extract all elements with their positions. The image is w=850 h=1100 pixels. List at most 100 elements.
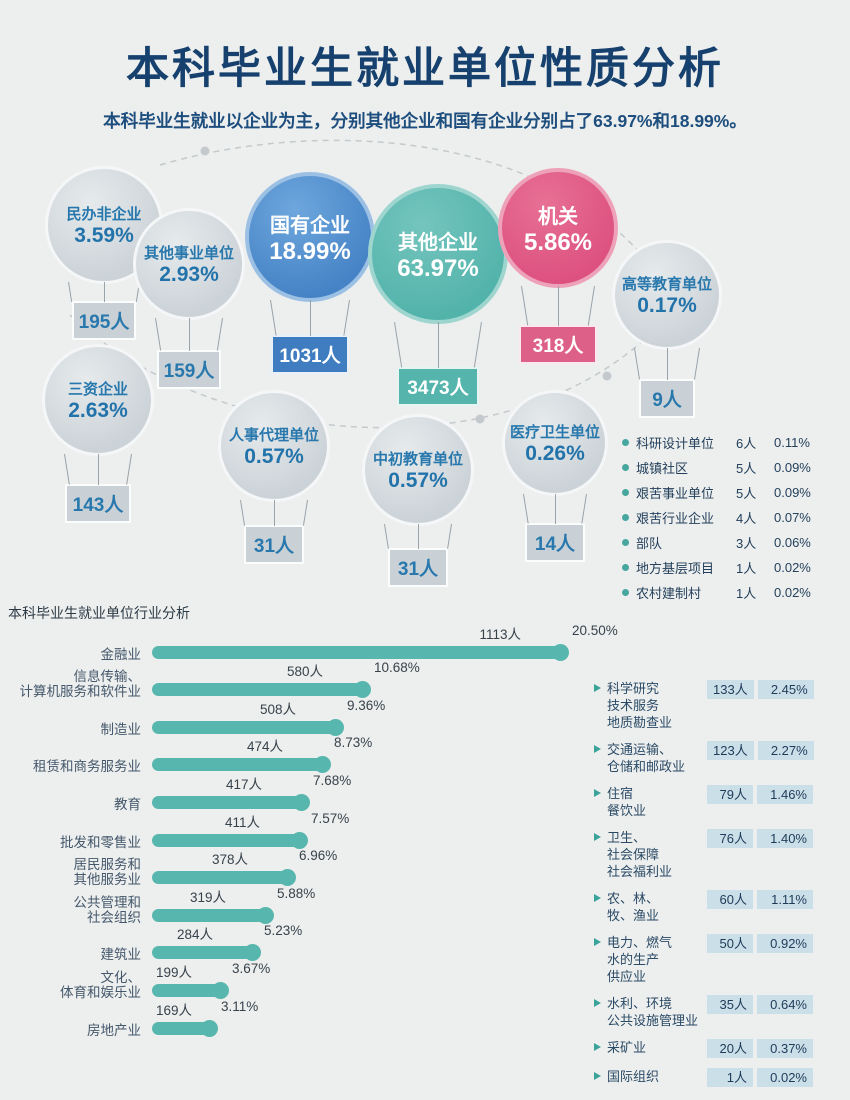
legend-percent: 0.06% — [774, 535, 811, 550]
industry-values: 79人 1.46% — [707, 785, 813, 804]
balloon-label: 民办非企业 — [66, 205, 142, 223]
balloon-1: 民办非企业 3.59% 195人 — [45, 166, 163, 340]
industry-values: 169人 3.11% — [152, 999, 258, 1019]
industry-values: 319人 5.88% — [152, 886, 315, 906]
balloon-strings — [64, 281, 144, 302]
industry-percent: 0.37% — [757, 1039, 813, 1058]
balloon-6: 高等教育单位 0.17% 9人 — [612, 240, 722, 418]
page-subtitle: 本科毕业生就业以企业为主，分别其他企业和国有企业分别占了63.97%和18.99… — [103, 111, 747, 131]
industry-label: 批发和零售业 — [60, 834, 141, 850]
industry-bar — [152, 681, 371, 699]
industry-row: 房地产业 169人 3.11% — [8, 999, 608, 1040]
balloon-percent: 0.17% — [637, 293, 697, 317]
bullet-icon — [622, 439, 629, 446]
industry-label: 住宿 餐饮业 — [607, 786, 647, 818]
legend-count: 5人 — [736, 486, 757, 501]
industry-values: 60人 1.11% — [707, 890, 813, 909]
industry-bar-area: 580人 10.68% — [152, 660, 608, 702]
industry-right-item: 农、林、 牧、渔业 60人 1.11% — [594, 890, 834, 924]
balloon-basket: 31人 — [388, 548, 448, 587]
industry-values: 411人 7.57% — [152, 811, 349, 831]
balloon-envelope: 中初教育单位 0.57% — [362, 414, 474, 526]
balloon-basket: 318人 — [519, 325, 597, 364]
balloon-envelope: 三资企业 2.63% — [42, 344, 154, 456]
industry-label: 信息传输、 计算机服务和软件业 — [19, 669, 142, 700]
industry-right-list: 科学研究 技术服务 地质勘查业 133人 2.45% 交通运输、 仓储和邮政业 123… — [594, 680, 834, 1097]
industry-bar — [152, 718, 344, 736]
balloon-label: 高等教育单位 — [621, 275, 712, 293]
industry-row: 教育 417人 7.68% — [8, 773, 608, 814]
balloon-strings — [236, 499, 312, 526]
industry-row: 金融业 1113人 20.50% — [8, 623, 618, 664]
industry-values: 50人 0.92% — [707, 934, 813, 953]
legend-count: 1人 — [736, 561, 757, 576]
balloon-3: 国有企业 18.99% 1031人 — [245, 172, 375, 374]
balloon-percent: 3.59% — [74, 223, 134, 247]
legend-percent: 0.02% — [774, 585, 811, 600]
industry-values: 76人 1.40% — [707, 829, 813, 848]
balloon-envelope: 高等教育单位 0.17% — [612, 240, 722, 350]
industry-percent: 7.57% — [311, 810, 350, 826]
industry-values: 123人 2.27% — [707, 741, 814, 760]
industry-bar-area: 417人 7.68% — [152, 773, 608, 814]
industry-percent: 6.96% — [299, 848, 338, 864]
balloon-envelope: 国有企业 18.99% — [245, 172, 375, 302]
legend-item: 艰苦行业企业 4人 0.07% — [622, 505, 826, 530]
industry-percent: 8.73% — [334, 735, 373, 751]
industry-values: 508人 9.36% — [152, 698, 385, 718]
legend-percent: 0.11% — [774, 435, 810, 450]
balloon-basket: 143人 — [65, 484, 131, 523]
industry-percent: 5.23% — [264, 923, 303, 939]
bullet-icon — [622, 464, 629, 471]
industry-count: 169人 — [155, 1002, 192, 1018]
balloon-strings — [60, 453, 136, 485]
legend-item: 部队 3人 0.06% — [622, 530, 826, 555]
industry-percent: 1.40% — [757, 829, 813, 848]
balloon-strings — [517, 285, 599, 326]
bullet-icon — [622, 514, 629, 521]
industry-values: 417人 7.68% — [152, 773, 351, 793]
balloon-label: 机关 — [538, 205, 578, 228]
industry-right-item: 科学研究 技术服务 地质勘查业 133人 2.45% — [594, 680, 834, 731]
legend-label: 艰苦事业单位 — [636, 486, 715, 501]
industry-label: 制造业 — [100, 721, 142, 737]
page-title: 本科毕业生就业单位性质分析 — [126, 45, 724, 93]
industry-percent: 0.02% — [757, 1068, 813, 1087]
industry-right-item: 采矿业 20人 0.37% — [594, 1039, 834, 1058]
industry-count: 20人 — [707, 1039, 753, 1058]
legend-count: 5人 — [736, 461, 757, 476]
legend-percent: 0.02% — [774, 560, 811, 575]
industry-count: 1人 — [707, 1068, 753, 1087]
industry-bar — [152, 793, 310, 811]
industry-label: 采矿业 — [607, 1040, 647, 1055]
industry-count: 508人 — [259, 701, 296, 717]
industry-bar-area: 474人 8.73% — [152, 735, 608, 777]
balloon-basket: 1031人 — [271, 335, 349, 374]
industry-percent: 2.27% — [757, 741, 814, 760]
balloon-label: 人事代理单位 — [228, 426, 319, 444]
industry-row: 制造业 508人 9.36% — [8, 698, 608, 739]
industry-label: 租赁和商务服务业 — [33, 759, 141, 775]
industry-row: 文化、 体育和娱乐业 199人 3.67% — [8, 961, 608, 1002]
balloon-strings — [380, 523, 456, 549]
industry-label: 居民服务和 其他服务业 — [73, 857, 142, 888]
legend-label: 城镇社区 — [636, 461, 689, 476]
balloon-envelope: 其他企业 63.97% — [368, 184, 508, 324]
industry-percent: 0.64% — [757, 995, 813, 1014]
legend-label: 农村建制村 — [636, 586, 702, 601]
balloon-percent: 0.26% — [525, 441, 585, 465]
bullet-icon — [622, 564, 629, 571]
industry-bar-area: 378人 6.96% — [152, 848, 608, 890]
balloon-strings — [519, 493, 591, 524]
industry-bar — [152, 831, 308, 849]
balloon-8: 人事代理单位 0.57% 31人 — [218, 390, 330, 564]
industry-label: 水利、环境 公共设施管理业 — [607, 996, 699, 1028]
industry-percent: 2.45% — [757, 680, 814, 699]
legend-percent: 0.09% — [774, 460, 811, 475]
industry-count: 319人 — [189, 889, 226, 905]
industry-label: 国际组织 — [607, 1069, 660, 1084]
industry-label: 文化、 体育和娱乐业 — [60, 969, 141, 1000]
legend-item: 农村建制村 1人 0.02% — [622, 580, 826, 605]
balloon-envelope: 其他事业单位 2.93% — [133, 208, 245, 320]
